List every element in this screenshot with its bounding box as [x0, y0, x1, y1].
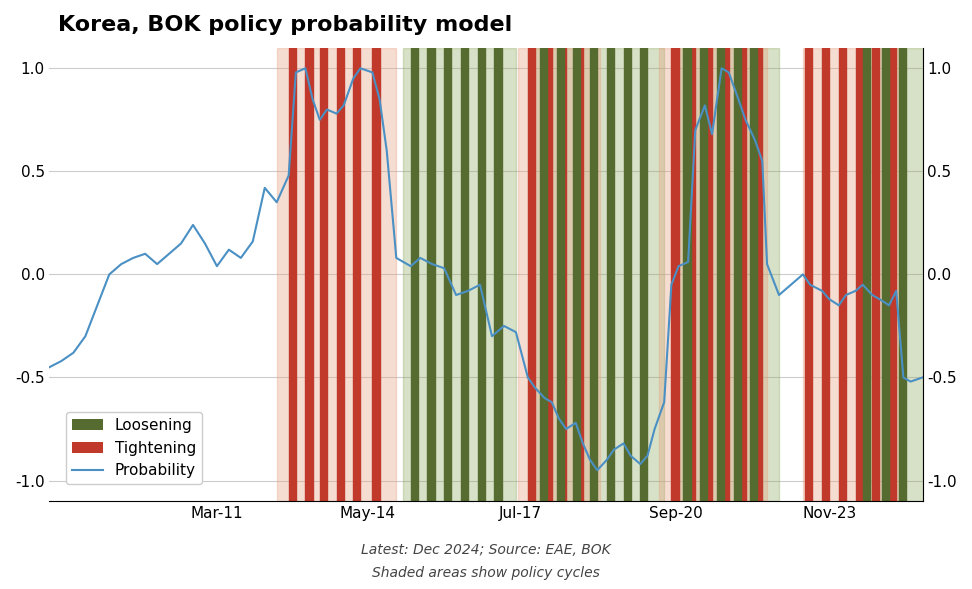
Bar	[721, 48, 729, 501]
Bar	[803, 48, 898, 501]
Bar	[410, 48, 418, 501]
Bar	[683, 48, 690, 501]
Bar	[403, 48, 516, 501]
Bar	[428, 48, 434, 501]
Bar	[573, 48, 580, 501]
Bar	[641, 48, 647, 501]
Bar	[353, 48, 361, 501]
Bar	[544, 48, 552, 501]
Bar	[839, 48, 846, 501]
Bar	[734, 48, 741, 501]
Bar	[882, 48, 889, 501]
Bar	[539, 48, 547, 501]
Bar	[872, 48, 880, 501]
Bar	[700, 48, 708, 501]
Bar	[305, 48, 313, 501]
Bar	[659, 48, 767, 501]
Bar	[518, 48, 600, 501]
Bar	[557, 48, 564, 501]
Bar	[623, 48, 631, 501]
Bar	[716, 48, 724, 501]
Bar	[289, 48, 295, 501]
Bar	[898, 48, 906, 501]
Bar	[678, 48, 779, 501]
Text: Latest: Dec 2024; Source: EAE, BOK: Latest: Dec 2024; Source: EAE, BOK	[362, 542, 610, 557]
Bar	[739, 48, 746, 501]
Bar	[863, 48, 870, 501]
Bar	[528, 48, 664, 501]
Bar	[528, 48, 535, 501]
Bar	[750, 48, 757, 501]
Bar	[755, 48, 762, 501]
Bar	[277, 48, 397, 501]
Bar	[858, 48, 922, 501]
Bar	[336, 48, 344, 501]
Bar	[806, 48, 813, 501]
Bar	[575, 48, 583, 501]
Text: Shaded areas show policy cycles: Shaded areas show policy cycles	[372, 566, 600, 580]
Bar	[705, 48, 712, 501]
Bar	[672, 48, 678, 501]
Bar	[477, 48, 485, 501]
Legend: Loosening, Tightening, Probability: Loosening, Tightening, Probability	[66, 412, 202, 484]
Bar	[590, 48, 597, 501]
Bar	[559, 48, 566, 501]
Bar	[855, 48, 863, 501]
Bar	[372, 48, 379, 501]
Bar	[320, 48, 327, 501]
Bar	[461, 48, 469, 501]
Bar	[444, 48, 451, 501]
Bar	[889, 48, 896, 501]
Bar	[822, 48, 829, 501]
Bar	[607, 48, 614, 501]
Bar	[495, 48, 502, 501]
Text: Korea, BOK policy probability model: Korea, BOK policy probability model	[58, 15, 512, 35]
Bar	[688, 48, 695, 501]
